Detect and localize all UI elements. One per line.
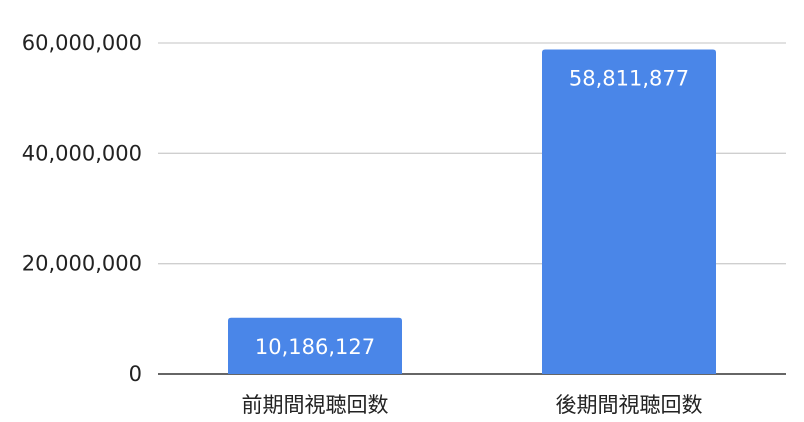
x-category-label: 前期間視聴回数	[242, 393, 389, 417]
y-tick-label: 60,000,000	[22, 31, 142, 55]
labels: 0 20,000,000 40,000,000 60,000,000 10,186,12…	[22, 31, 703, 417]
bars	[228, 49, 716, 375]
bar-0	[228, 317, 402, 374]
y-tick-label: 40,000,000	[22, 141, 142, 165]
data-label: 58,811,877	[569, 67, 689, 91]
data-label: 10,186,127	[255, 335, 375, 359]
y-tick-label: 20,000,000	[22, 252, 142, 276]
x-category-label: 後期間視聴回数	[556, 393, 703, 417]
bar-1	[542, 49, 716, 375]
y-tick-label: 0	[129, 362, 142, 386]
